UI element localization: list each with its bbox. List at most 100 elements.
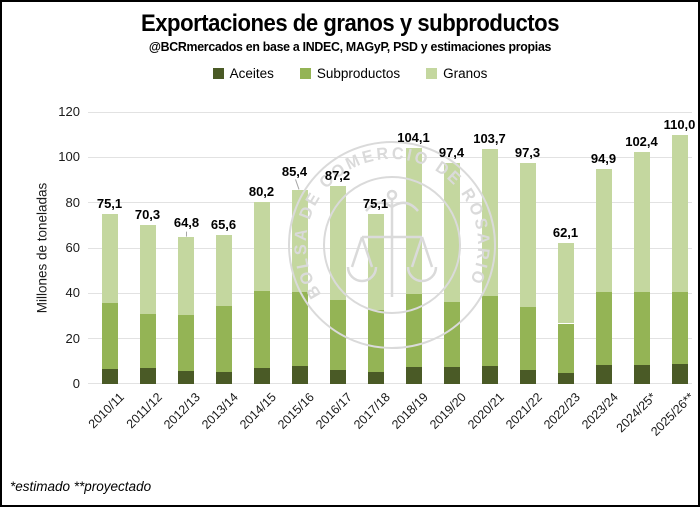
bar-segment-granos-2016/17 — [329, 186, 346, 301]
bar-total-label-2022/23: 62,1 — [552, 225, 579, 241]
bar-segment-aceites-2019/20 — [443, 366, 460, 384]
bar-total-label-2017/18: 75,1 — [362, 195, 389, 211]
bar-segment-granos-2020/21 — [481, 148, 498, 296]
x-tick-label-2017/18: 2017/18 — [350, 390, 393, 432]
legend-item-subproductos: Subproductos — [299, 66, 401, 81]
bar-segment-aceites-2013/14 — [215, 372, 232, 384]
bar-segment-granos-2014/15 — [253, 202, 270, 292]
bar-segment-granos-2013/14 — [215, 235, 232, 306]
bar-total-label-2010/11: 75,1 — [96, 195, 123, 211]
legend: Aceites Subproductos Granos — [2, 66, 698, 81]
x-tick-label-2014/15: 2014/15 — [236, 390, 279, 432]
bar-segment-subproductos-2017/18 — [367, 309, 384, 373]
bar-segment-aceites-2010/11 — [101, 369, 118, 384]
bar-segment-granos-2023/24 — [595, 168, 612, 292]
bar-segment-aceites-2014/15 — [253, 368, 270, 384]
bar-segment-granos-2019/20 — [443, 163, 460, 302]
y-tick-label: 0 — [72, 376, 80, 391]
y-tick-label: 100 — [58, 149, 80, 165]
legend-swatch-icon — [299, 68, 311, 79]
bar-segment-granos-2011/12 — [139, 224, 156, 314]
bar-segment-subproductos-2011/12 — [139, 313, 156, 368]
bar-segment-aceites-2021/22 — [519, 369, 536, 384]
x-tick-label-2018/19: 2018/19 — [388, 390, 431, 432]
bar-segment-granos-2022/23 — [557, 243, 574, 324]
bar-segment-subproductos-2014/15 — [253, 291, 270, 369]
bar-segment-granos-2024/25* — [633, 151, 650, 292]
legend-swatch-icon — [212, 68, 224, 79]
bar-total-label-2013/14: 65,6 — [210, 217, 237, 233]
y-tick-label: 40 — [65, 285, 80, 301]
legend-label: Aceites — [229, 66, 274, 81]
bar-segment-aceites-2020/21 — [481, 366, 498, 384]
bar-segment-granos-2025/26** — [671, 134, 688, 293]
bar-segment-subproductos-2015/16 — [291, 292, 308, 366]
bar-segment-subproductos-2018/19 — [405, 293, 422, 367]
x-tick-label-2011/12: 2011/12 — [123, 390, 165, 432]
x-tick-label-2016/17: 2016/17 — [312, 390, 355, 432]
bar-segment-granos-2018/19 — [405, 148, 422, 294]
bar-segment-aceites-2023/24 — [595, 364, 612, 384]
bar-segment-granos-2015/16 — [291, 190, 308, 293]
plot-area: 75,1 70,3 64,8 65,6 80,2 85,4 87,2 75,1 104,1 97,… — [88, 112, 695, 384]
x-tick-label-2015/16: 2015/16 — [274, 390, 317, 432]
bar-segment-subproductos-2023/24 — [595, 291, 612, 365]
gridline — [88, 383, 692, 384]
bar-total-label-2020/21: 103,7 — [473, 130, 506, 146]
bar-segment-aceites-2018/19 — [405, 367, 422, 384]
bar-total-label-2025/26**: 110,0 — [663, 116, 696, 132]
chart-subtitle: @BCRmercados en base a INDEC, MAGyP, PSD… — [148, 39, 552, 54]
bar-total-label-2011/12: 70,3 — [134, 206, 161, 222]
bar-total-label-2016/17: 87,2 — [324, 168, 351, 184]
bar-total-label-2012/13: 64,8 — [173, 215, 200, 231]
x-tick-label-2022/23: 2022/23 — [540, 390, 583, 432]
bar-segment-aceites-2024/25* — [633, 364, 650, 384]
y-tick-label: 80 — [65, 194, 80, 210]
gridline — [88, 112, 692, 113]
bar-segment-granos-2012/13 — [177, 237, 194, 316]
bar-segment-subproductos-2020/21 — [481, 295, 498, 367]
bar-segment-subproductos-2016/17 — [329, 300, 346, 371]
bar-segment-aceites-2011/12 — [139, 367, 156, 384]
bar-total-label-2019/20: 97,4 — [438, 145, 465, 161]
bar-total-label-2023/24: 94,9 — [590, 150, 617, 166]
x-tick-label-2013/14: 2013/14 — [198, 390, 241, 432]
bar-segment-aceites-2017/18 — [367, 372, 384, 384]
bar-segment-subproductos-2025/26** — [671, 292, 688, 364]
bar-segment-subproductos-2024/25* — [633, 291, 650, 365]
bar-segment-subproductos-2022/23 — [557, 323, 574, 374]
bar-total-label-2021/22: 97,3 — [514, 145, 541, 161]
bar-total-label-2024/25*: 102,4 — [625, 133, 658, 149]
bar-segment-aceites-2022/23 — [557, 373, 574, 384]
bar-total-label-2018/19: 104,1 — [397, 130, 430, 146]
legend-item-aceites: Aceites — [212, 66, 274, 81]
y-tick-label: 60 — [65, 240, 80, 255]
y-tick-label: 120 — [58, 104, 80, 119]
bar-segment-granos-2017/18 — [367, 213, 384, 310]
x-tick-label-2012/13: 2012/13 — [160, 390, 203, 432]
bar-segment-granos-2010/11 — [101, 213, 118, 303]
y-tick-label: 20 — [65, 330, 80, 346]
bar-segment-subproductos-2012/13 — [177, 315, 194, 371]
x-tick-label-2021/22: 2021/22 — [502, 390, 545, 432]
bar-segment-aceites-2016/17 — [329, 370, 346, 384]
bar-segment-subproductos-2010/11 — [101, 302, 118, 370]
chart-title: Exportaciones de granos y subproductos — [140, 10, 560, 37]
bar-segment-subproductos-2013/14 — [215, 305, 232, 373]
bar-segment-aceites-2015/16 — [291, 365, 308, 384]
legend-label: Granos — [443, 66, 488, 81]
x-tick-label-2010/11: 2010/11 — [85, 390, 127, 432]
bar-segment-aceites-2012/13 — [177, 370, 194, 384]
bar-total-label-2015/16: 85,4 — [281, 164, 308, 180]
legend-swatch-icon — [426, 68, 438, 79]
bar-segment-granos-2021/22 — [519, 163, 536, 308]
bar-total-label-2014/15: 80,2 — [248, 184, 275, 200]
footnote: *estimado **proyectado — [10, 479, 152, 494]
x-tick-label-2020/21: 2020/21 — [464, 390, 507, 432]
legend-label: Subproductos — [316, 66, 401, 81]
x-tick-label-2019/20: 2019/20 — [426, 390, 469, 432]
legend-item-granos: Granos — [426, 66, 487, 81]
bar-segment-subproductos-2021/22 — [519, 307, 536, 370]
bar-segment-aceites-2025/26** — [671, 363, 688, 384]
